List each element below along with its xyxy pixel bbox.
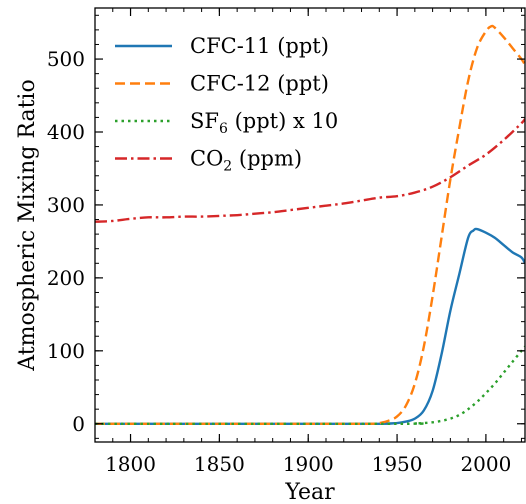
ticks-layer: 1800 1850 1900 1950 2000 0 100 200 300 400 500 [47,8,525,476]
y-tick-label: 100 [47,339,85,363]
y-tick-label: 0 [72,412,85,436]
plot-frame [94,7,526,443]
y-axis-label: Atmospheric Mixing Ratio [15,79,40,371]
x-tick-label: 1850 [194,452,245,476]
legend-label: CO2 (ppm) [190,147,302,175]
x-tick-label: 2000 [460,452,511,476]
legend-label: SF6 (ppt) x 10 [190,109,338,137]
legend-label: CFC-11 (ppt) [190,34,329,58]
y-tick-label: 200 [47,266,85,290]
x-tick-label: 1800 [105,452,156,476]
x-axis-label: Year [284,480,335,504]
series-line-2 [95,345,525,425]
y-tick-label: 400 [47,120,85,144]
y-tick-label: 300 [47,193,85,217]
x-tick-label: 1950 [372,452,423,476]
legend-label: CFC-12 (ppt) [190,72,329,96]
x-tick-label: 1900 [283,452,334,476]
series-line-0 [95,227,525,426]
series-line-3 [95,118,525,223]
legend: CFC-11 (ppt) CFC-12 (ppt) SF6 (ppt) x 10 CO… [115,34,338,175]
y-tick-label: 500 [47,47,85,71]
series-layer [95,24,525,426]
